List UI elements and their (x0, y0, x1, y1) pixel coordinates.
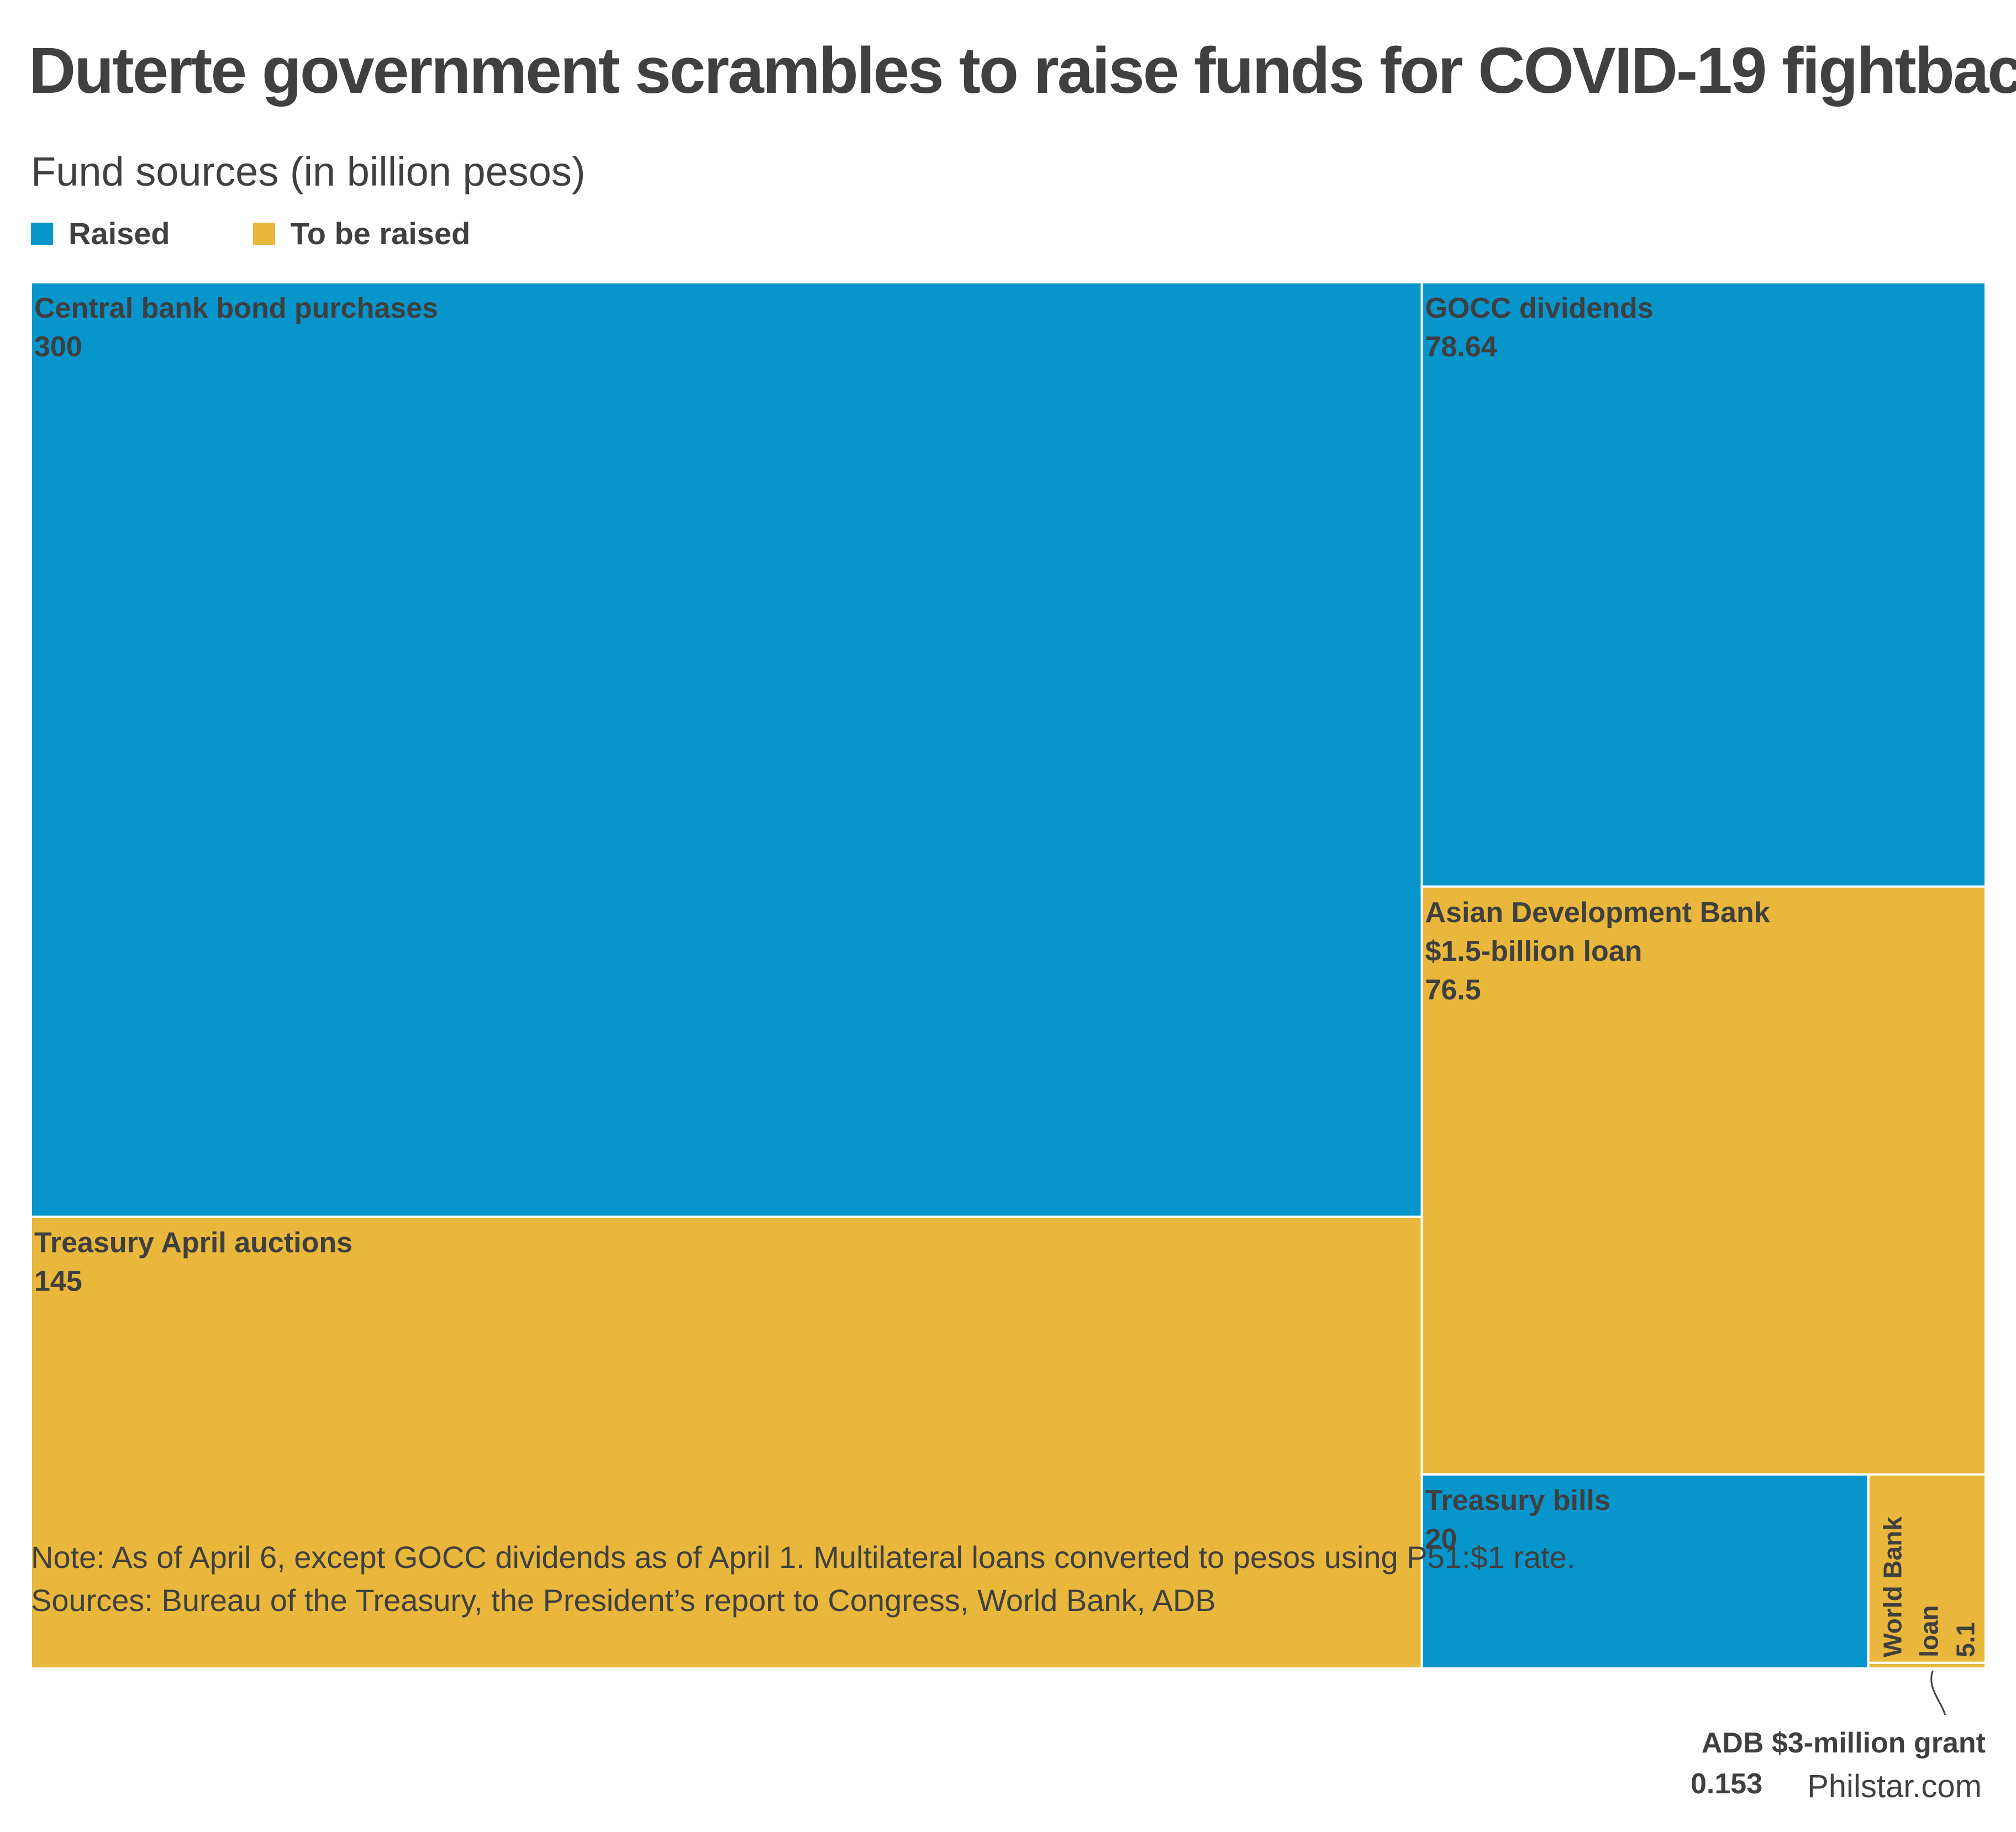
tile-treasury-april-auctions: Treasury April auctions 145 (30, 1215, 1423, 1670)
tile-name-label: loan (1915, 1605, 1944, 1657)
chart-title: Duterte government scrambles to raise fu… (29, 34, 2016, 107)
tile-adb-3-million-grant (1867, 1661, 1987, 1670)
tile-central-bank-bond-purchases: Central bank bond purchases 300 (30, 281, 1423, 1218)
callout-line (1930, 1670, 1946, 1715)
grant-callout: ADB $3-million grant 0.153 (1691, 1670, 1986, 1800)
legend-swatch-raised (31, 222, 53, 245)
tile-rect (1420, 885, 1987, 1476)
tile-name-label: World Bank (1878, 1517, 1907, 1657)
tile-rect (30, 281, 1423, 1218)
tile-rect (1420, 281, 1987, 888)
tile-name-label: Treasury bills (1425, 1484, 1610, 1517)
legend-item-to-be-raised: To be raised (252, 215, 471, 251)
chart-footnote: Note: As of April 6, except GOCC dividen… (31, 1536, 1575, 1622)
sources-text: Sources: Bureau of the Treasury, the Pre… (31, 1583, 1216, 1618)
tile-gocc-dividends: GOCC dividends 78.64 (1420, 281, 1987, 888)
legend-label-raised: Raised (69, 216, 170, 251)
chart-subtitle: Fund sources (in billion pesos) (31, 149, 586, 194)
tile-value-label: 5.1 (1951, 1622, 1980, 1657)
legend-item-raised: Raised (31, 215, 170, 251)
tile-value-label: 145 (34, 1265, 82, 1297)
tile-asian-development-bank-1-5-billion-loan: Asian Development Bank $1.5-billion loan 7… (1420, 885, 1987, 1476)
tile-name-label: Central bank bond purchases (34, 292, 438, 324)
note-text: Note: As of April 6, except GOCC dividen… (31, 1540, 1576, 1575)
legend: Raised To be raised (31, 215, 553, 251)
tile-value-label: 20 (1425, 1523, 1457, 1555)
tile-world-bank-loan: World Bank loan 5.1 (1867, 1473, 1987, 1664)
legend-label-to-be-raised: To be raised (290, 216, 471, 251)
tile-treasury-bills: Treasury bills 20 (1420, 1473, 1870, 1670)
tile-rect (1867, 1661, 1987, 1670)
legend-swatch-to-be-raised (252, 222, 275, 245)
grant-name-label: ADB $3-million grant (1702, 1727, 1986, 1759)
tile-rect (30, 1215, 1423, 1670)
tile-rect (1420, 1473, 1870, 1670)
tile-value-label: 78.64 (1425, 331, 1497, 363)
tile-name-label: GOCC dividends (1425, 292, 1653, 324)
tile-value-label: 76.5 (1425, 974, 1481, 1006)
tile-name-label: Treasury April auctions (34, 1226, 352, 1259)
credit-text: Philstar.com (1807, 1768, 1982, 1804)
grant-value-label: 0.153 (1691, 1768, 1762, 1800)
tile-name-label: Asian Development Bank (1425, 897, 1770, 929)
tile-value-label: 300 (34, 331, 82, 363)
tile-name-label: $1.5-billion loan (1425, 935, 1642, 967)
